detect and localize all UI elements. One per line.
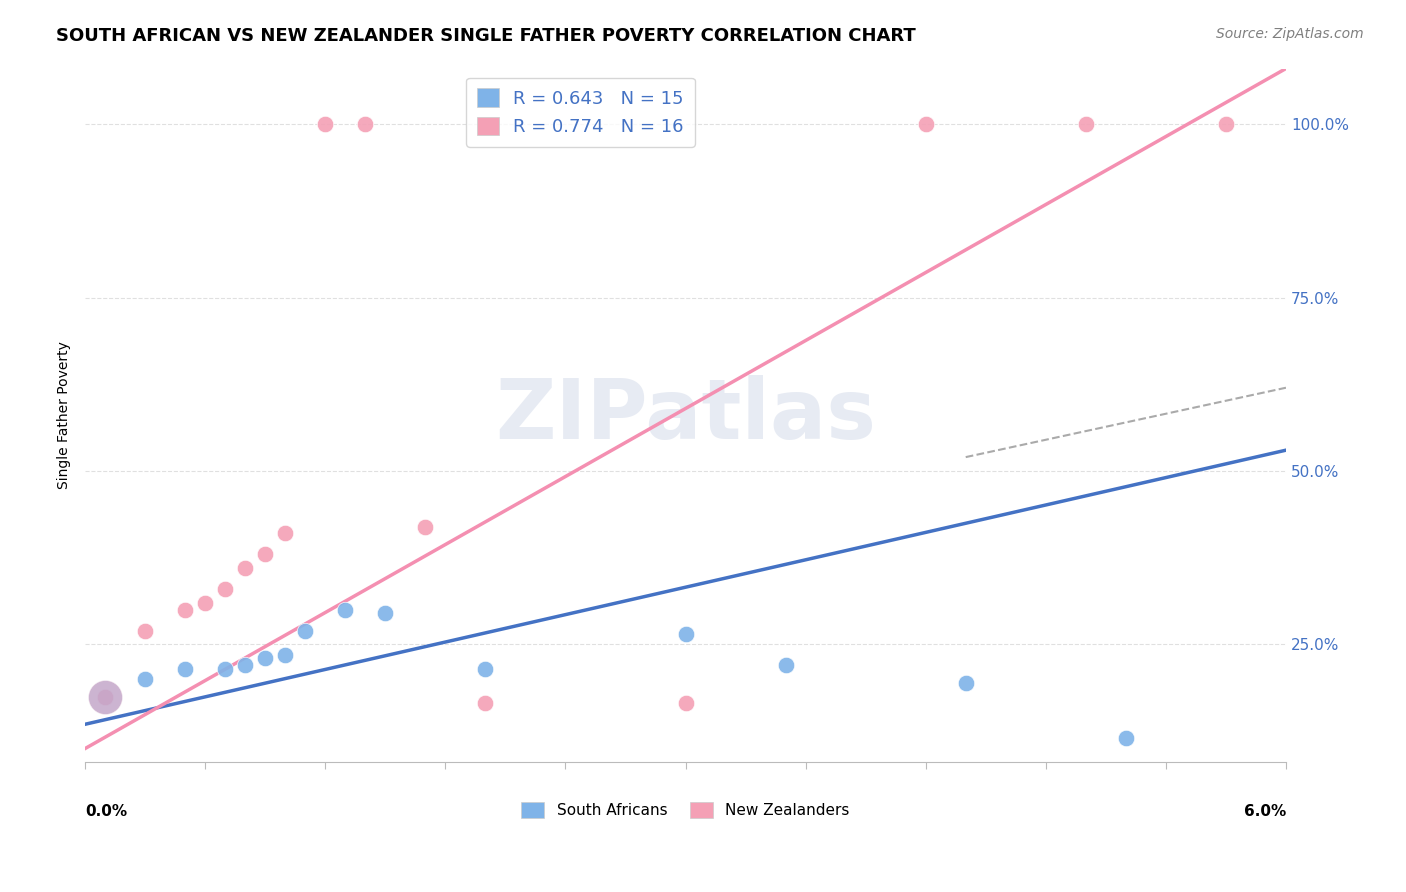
Point (314, 117, 336, 131)
Point (1115, 731, 1137, 746)
Point (233, 561, 256, 575)
Point (354, 117, 377, 131)
Point (254, 651, 277, 665)
Point (274, 526, 297, 541)
Point (134, 672, 156, 686)
Point (415, 519, 437, 533)
Point (94, 690, 117, 704)
Text: 0.0%: 0.0% (86, 804, 127, 819)
Text: SOUTH AFRICAN VS NEW ZEALANDER SINGLE FATHER POVERTY CORRELATION CHART: SOUTH AFRICAN VS NEW ZEALANDER SINGLE FA… (56, 27, 915, 45)
Point (294, 624, 316, 638)
Text: Source: ZipAtlas.com: Source: ZipAtlas.com (1216, 27, 1364, 41)
Point (194, 596, 217, 610)
Y-axis label: Single Father Poverty: Single Father Poverty (58, 342, 72, 490)
Point (134, 624, 156, 638)
Point (914, 117, 936, 131)
Point (1215, 117, 1237, 131)
Point (214, 582, 236, 596)
Point (474, 662, 496, 676)
Point (174, 662, 197, 676)
Text: 6.0%: 6.0% (1244, 804, 1286, 819)
Point (274, 648, 297, 662)
Point (775, 658, 797, 673)
Point (374, 606, 396, 620)
Point (174, 603, 197, 617)
Point (474, 697, 496, 711)
Point (94, 690, 117, 704)
Legend: South Africans, New Zealanders: South Africans, New Zealanders (516, 796, 856, 824)
Point (254, 547, 277, 561)
Point (955, 675, 977, 690)
Point (1074, 117, 1097, 131)
Point (214, 662, 236, 676)
Point (94, 690, 117, 704)
Point (94, 690, 117, 704)
Point (675, 627, 697, 641)
Point (335, 603, 357, 617)
Text: ZIPatlas: ZIPatlas (495, 375, 876, 456)
Point (675, 697, 697, 711)
Point (233, 658, 256, 673)
